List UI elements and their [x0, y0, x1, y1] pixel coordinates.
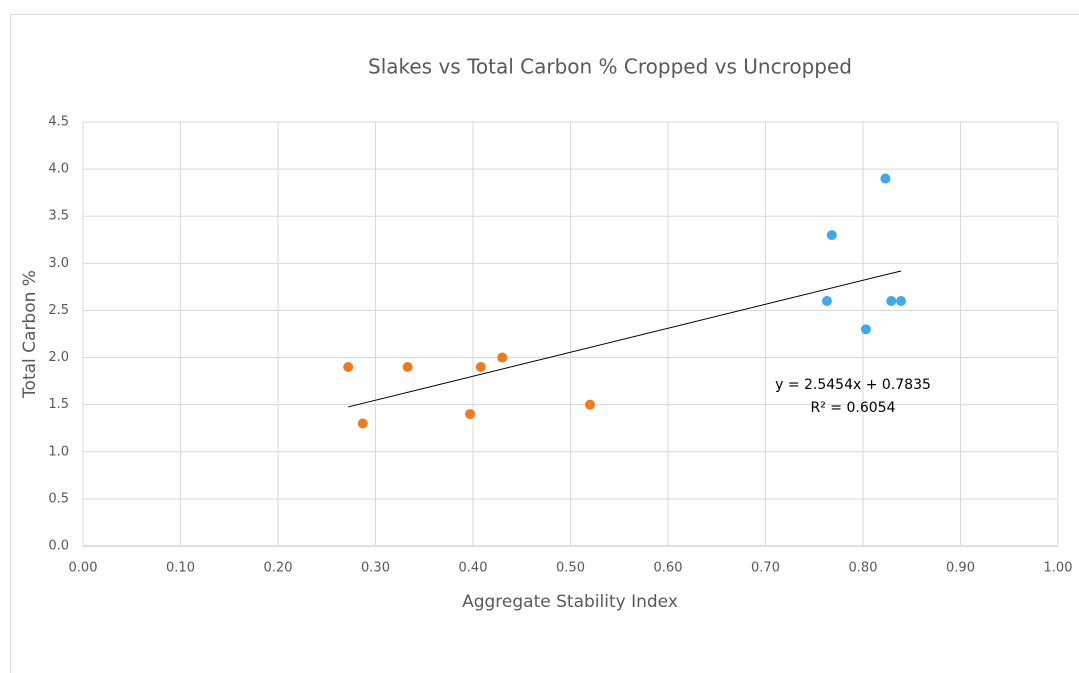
y-tick-label: 3.0 — [48, 256, 69, 271]
point — [886, 296, 897, 307]
x-tick-label: 0.90 — [946, 561, 975, 576]
y-tick-label: 4.0 — [48, 162, 69, 177]
y-axis-label: Total Carbon % — [20, 270, 40, 399]
point — [880, 173, 891, 184]
chart-title: Slakes vs Total Carbon % Cropped vs Uncr… — [368, 55, 852, 79]
point — [821, 296, 832, 307]
trendline-r2: R² = 0.6054 — [811, 400, 896, 416]
point — [343, 361, 354, 372]
x-tick-label: 0.10 — [166, 561, 195, 576]
y-tick-label: 0.0 — [48, 539, 69, 554]
point — [475, 361, 486, 372]
trendline-equation: y = 2.5454x + 0.7835 — [775, 377, 931, 393]
x-tick-label: 0.50 — [556, 561, 585, 576]
point — [860, 324, 871, 335]
y-tick-label: 2.5 — [48, 303, 69, 318]
y-tick-label: 0.5 — [48, 491, 69, 506]
point — [402, 361, 413, 372]
chart-border — [10, 14, 1079, 673]
y-tick-label: 1.0 — [48, 444, 69, 459]
point — [826, 230, 837, 241]
x-tick-label: 0.30 — [361, 561, 390, 576]
y-tick-label: 1.5 — [48, 397, 69, 412]
point — [465, 409, 476, 420]
x-tick-label: 0.20 — [264, 561, 293, 576]
y-tick-label: 4.5 — [48, 115, 69, 130]
x-tick-label: 1.00 — [1044, 561, 1073, 576]
x-tick-label: 0.00 — [69, 561, 98, 576]
x-tick-label: 0.80 — [849, 561, 878, 576]
x-tick-label: 0.40 — [459, 561, 488, 576]
x-tick-label: 0.60 — [654, 561, 683, 576]
y-tick-label: 3.5 — [48, 209, 69, 224]
point — [357, 418, 368, 429]
x-axis-label: Aggregate Stability Index — [462, 592, 678, 612]
trendline — [348, 270, 902, 408]
x-tick-label: 0.70 — [751, 561, 780, 576]
point — [585, 399, 595, 410]
y-tick-label: 2.0 — [48, 350, 69, 365]
point — [896, 296, 907, 307]
point — [497, 352, 508, 363]
